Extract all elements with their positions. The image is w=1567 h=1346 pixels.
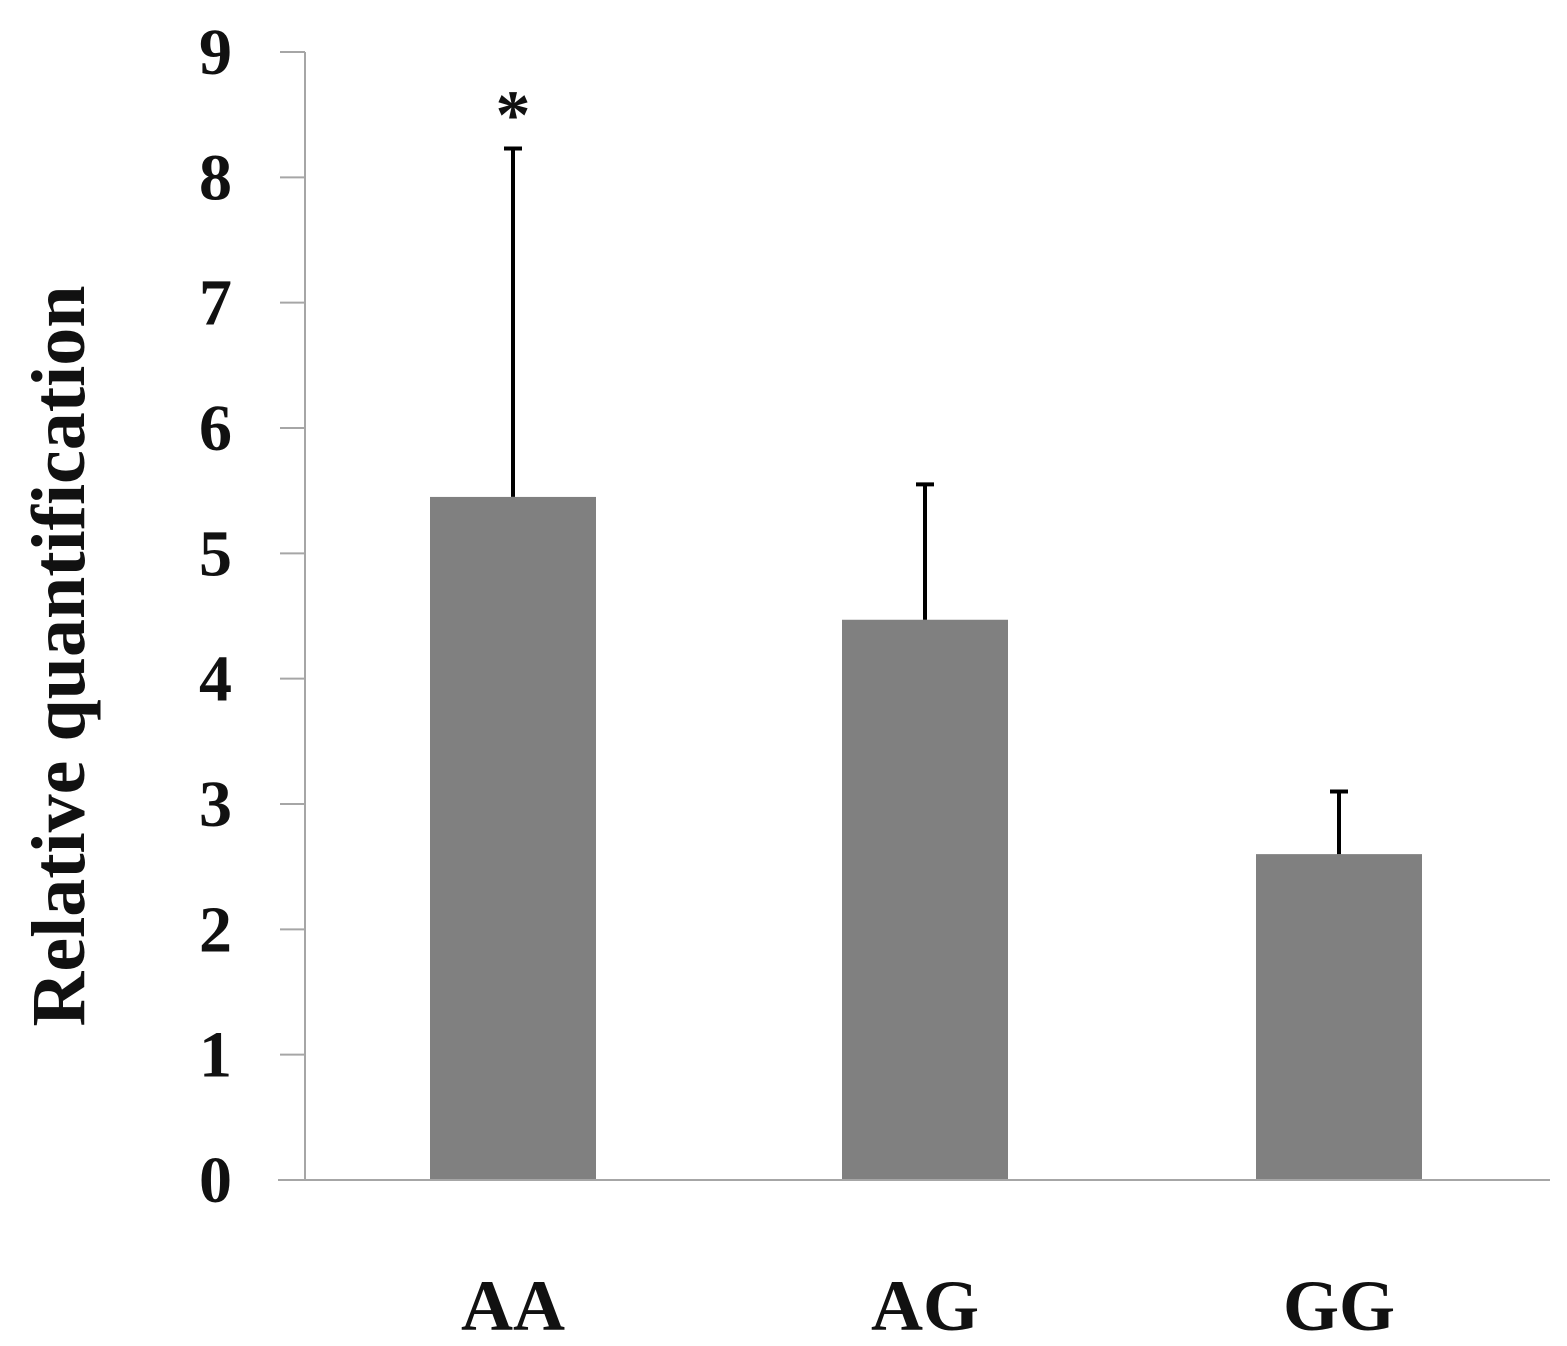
bars [430, 496, 1422, 1180]
y-tick-label: 4 [199, 643, 232, 716]
y-tick-label: 7 [199, 267, 232, 340]
x-category-label: AG [871, 1266, 979, 1346]
y-tick-label: 2 [199, 893, 232, 966]
bar-gg [1256, 854, 1422, 1180]
y-tick-label: 0 [199, 1144, 232, 1217]
error-bars [504, 146, 1348, 855]
y-tick-label: 1 [199, 1019, 232, 1092]
x-axis-labels: AA AG GG [461, 1266, 1395, 1346]
bar-ag [842, 619, 1008, 1180]
y-tick-label: 8 [199, 141, 232, 214]
x-category-label: AA [461, 1266, 565, 1346]
annotations: * [496, 78, 531, 155]
y-axis-ticks: 0 1 2 3 4 5 6 7 8 9 [199, 16, 305, 1217]
significance-asterisk: * [496, 78, 531, 155]
x-category-label: GG [1283, 1266, 1395, 1346]
y-tick-label: 3 [199, 768, 232, 841]
y-tick-label: 9 [199, 16, 232, 89]
y-tick-label: 6 [199, 392, 232, 465]
y-tick-label: 5 [199, 517, 232, 590]
y-axis-title: Relative quantification [17, 286, 101, 1027]
bar-aa [430, 496, 596, 1180]
